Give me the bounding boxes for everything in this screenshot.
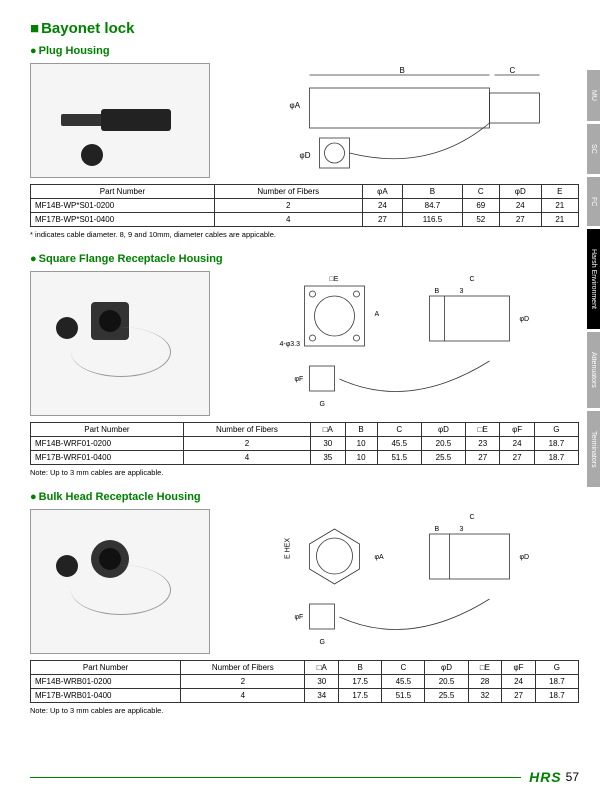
svg-text:φD: φD [520, 316, 530, 323]
col-header: Part Number [31, 185, 215, 199]
main-title: Bayonet lock [30, 20, 579, 37]
svg-text:B: B [435, 288, 440, 295]
col-header: G [535, 661, 578, 675]
svg-text:□E: □E [330, 276, 339, 283]
col-header: C [377, 423, 421, 437]
svg-text:A: A [375, 311, 380, 318]
dim-phid: φD [300, 151, 311, 160]
col-header: Number of Fibers [181, 661, 305, 675]
footer: HRS 57 [30, 769, 579, 785]
svg-text:C: C [470, 276, 475, 283]
col-header: Number of Fibers [214, 185, 362, 199]
plug-photo [30, 63, 210, 178]
col-header: B [339, 661, 382, 675]
bulk-section: Bulk Head Receptacle Housing E HEX φA C … [30, 491, 579, 715]
svg-text:B: B [435, 526, 440, 533]
side-tab[interactable]: Terminators [587, 411, 600, 488]
square-title: Square Flange Receptacle Housing [30, 253, 579, 265]
svg-text:G: G [320, 401, 325, 408]
col-header: □A [305, 661, 339, 675]
logo: HRS [529, 769, 562, 785]
square-photo [30, 271, 210, 416]
col-header: φD [499, 185, 541, 199]
table-row: MF14B-WP*S01-020022484.7692421 [31, 199, 579, 213]
square-diagram: □E 4-φ3.3 A C B 3 φD φF [220, 271, 579, 416]
dim-c: C [510, 66, 516, 75]
dim-b: B [400, 66, 405, 75]
side-tab[interactable]: Attenuators [587, 332, 600, 408]
col-header: □E [466, 423, 500, 437]
col-header: Number of Fibers [183, 423, 310, 437]
svg-text:φF: φF [295, 614, 304, 621]
bulk-table: Part NumberNumber of Fibers□ABCφD□EφFG M… [30, 660, 579, 703]
svg-text:φD: φD [520, 554, 530, 561]
svg-text:3: 3 [460, 526, 464, 533]
square-section: Square Flange Receptacle Housing □E 4-φ3… [30, 253, 579, 477]
bulk-note: Note: Up to 3 mm cables are applicable. [30, 706, 579, 715]
col-header: E [541, 185, 578, 199]
col-header: Part Number [31, 423, 184, 437]
col-header: Part Number [31, 661, 181, 675]
col-header: C [462, 185, 499, 199]
plug-section: Plug Housing B C φA [30, 45, 579, 239]
plug-table: Part NumberNumber of FibersφABCφDE MF14B… [30, 184, 579, 227]
plug-note: * indicates cable diameter. 8, 9 and 10m… [30, 230, 579, 239]
col-header: B [345, 423, 377, 437]
col-header: φD [421, 423, 465, 437]
col-header: □E [468, 661, 502, 675]
svg-text:E HEX: E HEX [285, 538, 292, 559]
table-row: MF17B-WP*S01-0400427116.5522721 [31, 213, 579, 227]
table-row: MF14B-WRF01-02002301045.520.5232418.7 [31, 437, 579, 451]
svg-text:3: 3 [460, 288, 464, 295]
col-header: B [403, 185, 462, 199]
plug-title: Plug Housing [30, 45, 579, 57]
svg-text:4-φ3.3: 4-φ3.3 [280, 341, 301, 348]
svg-text:φF: φF [295, 376, 304, 383]
side-tab[interactable]: MU [587, 70, 600, 121]
svg-text:φA: φA [375, 554, 385, 561]
side-tabs: MUSCFC Harsh Environment Attenuators Termin… [587, 70, 609, 490]
col-header: □A [311, 423, 345, 437]
col-header: φF [500, 423, 534, 437]
table-row: MF17B-WRF01-04004351051.525.5272718.7 [31, 451, 579, 465]
table-row: MF17B-WRB01-040043417.551.525.5322718.7 [31, 689, 579, 703]
bulk-title: Bulk Head Receptacle Housing [30, 491, 579, 503]
side-tab[interactable]: FC [587, 177, 600, 226]
square-note: Note: Up to 3 mm cables are applicable. [30, 468, 579, 477]
col-header: G [534, 423, 578, 437]
svg-text:G: G [320, 639, 325, 646]
table-row: MF14B-WRB01-020023017.545.520.5282418.7 [31, 675, 579, 689]
square-table: Part NumberNumber of Fibers□ABCφD□EφFG M… [30, 422, 579, 465]
col-header: φA [362, 185, 403, 199]
page-number: 57 [566, 770, 579, 784]
col-header: φF [502, 661, 536, 675]
svg-text:C: C [470, 514, 475, 521]
dim-phia: φA [290, 101, 301, 110]
side-tab[interactable]: SC [587, 124, 600, 174]
bulk-diagram: E HEX φA C B 3 φD φF G [220, 509, 579, 654]
plug-diagram: B C φA φD [220, 63, 579, 178]
col-header: φD [425, 661, 468, 675]
col-header: C [382, 661, 425, 675]
bulk-photo [30, 509, 210, 654]
side-tab[interactable]: Harsh Environment [587, 229, 600, 329]
